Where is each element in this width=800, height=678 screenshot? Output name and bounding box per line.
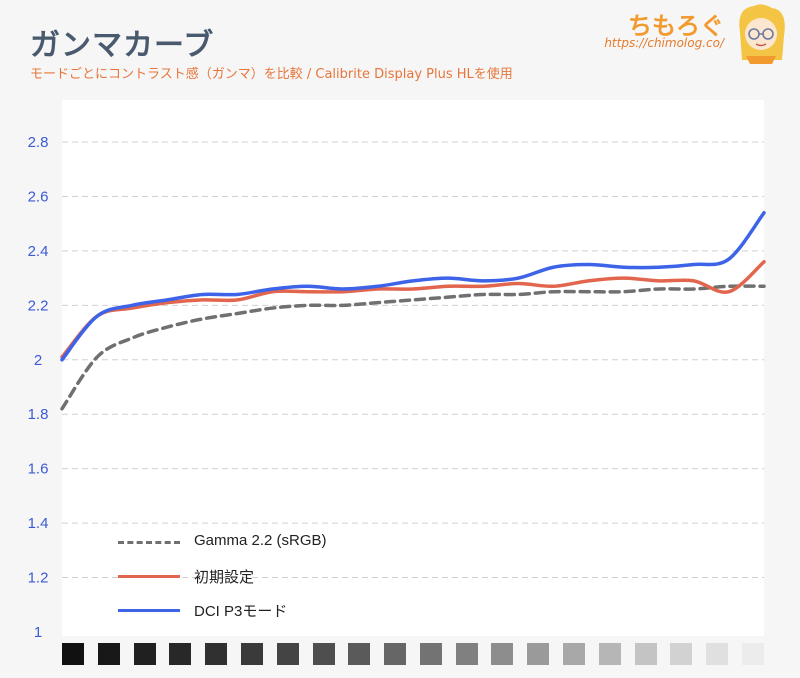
logo-url: https://chimolog.co/ bbox=[604, 36, 724, 50]
series-default-line bbox=[60, 260, 766, 359]
gray-swatch bbox=[455, 643, 478, 665]
gray-swatch bbox=[276, 643, 299, 665]
y-tick-label: 1.4 bbox=[28, 515, 49, 532]
series-lines bbox=[60, 211, 766, 411]
gray-swatch bbox=[169, 643, 192, 665]
plot-area bbox=[62, 100, 764, 636]
grid-lines bbox=[62, 141, 764, 579]
y-tick-label: 2.6 bbox=[28, 188, 49, 205]
gray-swatch bbox=[97, 643, 120, 665]
legend-label-dci-p3: DCI P3モード bbox=[194, 603, 288, 620]
gray-swatch bbox=[312, 643, 335, 665]
series-dci-p3-line bbox=[60, 211, 766, 362]
gray-swatch bbox=[348, 643, 371, 665]
gray-swatch bbox=[419, 643, 442, 665]
legend: Gamma 2.2 (sRGB) 初期設定 DCI P3モード bbox=[110, 528, 410, 630]
grayscale-swatch-row bbox=[62, 643, 764, 669]
gray-swatch bbox=[634, 643, 657, 665]
legend-item-gamma22: Gamma 2.2 (sRGB) bbox=[110, 528, 410, 562]
gray-swatch bbox=[706, 643, 729, 665]
page-title: ガンマカーブ bbox=[30, 28, 215, 63]
legend-swatch-dci-p3 bbox=[118, 609, 180, 612]
legend-item-default: 初期設定 bbox=[110, 562, 410, 596]
legend-swatch-default bbox=[118, 575, 180, 578]
gray-swatch bbox=[133, 643, 156, 665]
gray-swatch bbox=[563, 643, 586, 665]
y-tick-label: 2.2 bbox=[28, 297, 49, 314]
legend-label-default: 初期設定 bbox=[194, 569, 255, 586]
gray-swatch bbox=[62, 643, 84, 665]
y-axis-ticks: 1 1.2 1.4 1.6 1.8 2 2.2 2.4 2.6 2.8 bbox=[28, 134, 49, 641]
gray-swatch bbox=[742, 643, 764, 665]
gray-swatch bbox=[670, 643, 693, 665]
page-subtitle: モードごとにコントラスト感（ガンマ）を比較 / Calibrite Displa… bbox=[30, 67, 513, 82]
y-tick-label: 1 bbox=[34, 624, 42, 641]
y-tick-label: 2.4 bbox=[28, 243, 49, 260]
series-gamma22-line bbox=[60, 284, 766, 411]
logo-name: ちもろぐ bbox=[628, 12, 724, 40]
legend-swatch-gamma22 bbox=[118, 541, 180, 544]
y-tick-label: 1.6 bbox=[28, 461, 49, 478]
legend-label-gamma22: Gamma 2.2 (sRGB) bbox=[194, 532, 327, 549]
gray-swatch bbox=[205, 643, 228, 665]
gray-swatch bbox=[491, 643, 514, 665]
gray-swatch bbox=[527, 643, 550, 665]
gray-swatch bbox=[598, 643, 621, 665]
y-tick-label: 1.8 bbox=[28, 406, 49, 423]
gray-swatch bbox=[240, 643, 263, 665]
y-tick-label: 1.2 bbox=[28, 570, 49, 587]
gray-swatch bbox=[384, 643, 407, 665]
legend-item-dci-p3: DCI P3モード bbox=[110, 596, 410, 630]
y-tick-label: 2 bbox=[34, 352, 42, 369]
mascot-icon bbox=[739, 4, 785, 64]
y-tick-label: 2.8 bbox=[28, 134, 49, 151]
